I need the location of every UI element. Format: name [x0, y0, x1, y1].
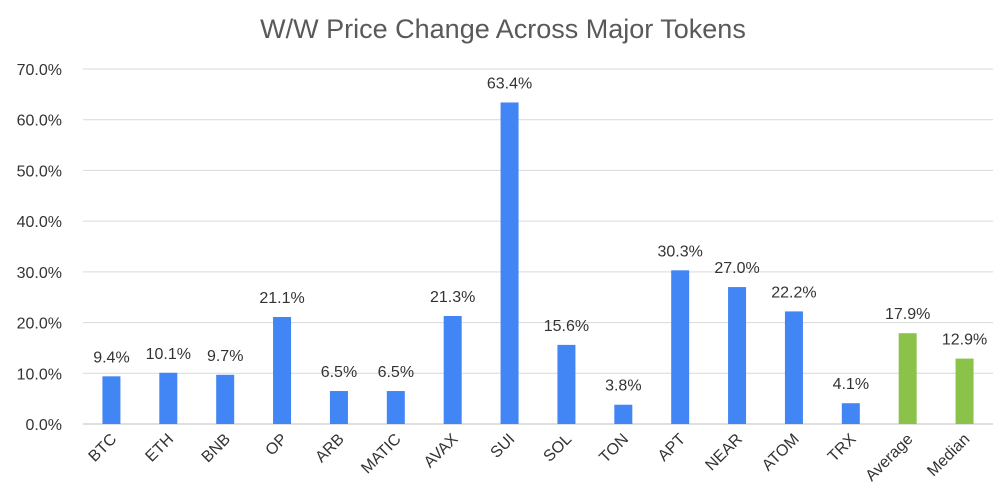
category-label-median: Median: [924, 431, 973, 480]
data-label-avax: 21.3%: [430, 289, 475, 306]
data-label-op: 21.1%: [259, 290, 304, 307]
y-tick-label: 50.0%: [17, 163, 62, 180]
bar-atom: [784, 311, 803, 424]
category-label-matic: MATIC: [358, 431, 404, 477]
y-tick-label: 70.0%: [17, 62, 62, 79]
category-label-sol: SOL: [541, 431, 576, 466]
chart-title: W/W Price Change Across Major Tokens: [260, 14, 746, 44]
bar-sui: [500, 102, 519, 424]
bar-average: [898, 333, 917, 424]
data-label-average: 17.9%: [885, 306, 930, 323]
bar-avax: [443, 315, 462, 424]
category-label-near: NEAR: [702, 431, 745, 474]
data-label-btc: 9.4%: [93, 349, 129, 366]
category-label-sui: SUI: [488, 431, 519, 462]
data-label-ton: 3.8%: [605, 378, 641, 395]
category-label-average: Average: [863, 431, 917, 485]
data-label-sui: 63.4%: [487, 75, 532, 92]
data-label-median: 12.9%: [942, 332, 987, 349]
bar-sol: [557, 344, 576, 424]
bar-arb: [329, 391, 348, 424]
data-label-apt: 30.3%: [658, 243, 703, 260]
data-label-arb: 6.5%: [321, 364, 357, 381]
bar-apt: [671, 270, 690, 424]
y-tick-label: 20.0%: [17, 316, 62, 333]
bar-btc: [102, 376, 121, 424]
category-label-arb: ARB: [312, 431, 347, 466]
bar-matic: [386, 391, 405, 424]
category-label-ton: TON: [596, 431, 632, 467]
data-label-eth: 10.1%: [146, 346, 191, 363]
bar-op: [273, 316, 292, 424]
data-label-bnb: 9.7%: [207, 348, 243, 365]
bar-median: [955, 358, 974, 424]
bar-ton: [614, 404, 633, 424]
bar-eth: [159, 372, 178, 424]
data-label-matic: 6.5%: [378, 364, 414, 381]
bar-near: [728, 287, 747, 424]
bar-trx: [841, 403, 860, 424]
category-label-avax: AVAX: [421, 431, 462, 472]
category-label-op: OP: [263, 431, 291, 459]
category-label-apt: APT: [655, 431, 689, 465]
y-tick-label: 30.0%: [17, 265, 62, 282]
y-tick-label: 40.0%: [17, 214, 62, 231]
y-tick-label: 0.0%: [26, 417, 62, 434]
category-label-eth: ETH: [142, 431, 177, 466]
data-label-trx: 4.1%: [833, 376, 869, 393]
category-label-atom: ATOM: [759, 431, 803, 475]
y-tick-label: 60.0%: [17, 113, 62, 130]
category-label-btc: BTC: [86, 431, 121, 466]
bar-bnb: [216, 374, 235, 424]
data-label-near: 27.0%: [714, 260, 759, 277]
y-tick-label: 10.0%: [17, 366, 62, 383]
data-label-sol: 15.6%: [544, 318, 589, 335]
data-label-atom: 22.2%: [771, 284, 816, 301]
category-label-bnb: BNB: [199, 431, 234, 466]
category-label-trx: TRX: [825, 431, 860, 466]
